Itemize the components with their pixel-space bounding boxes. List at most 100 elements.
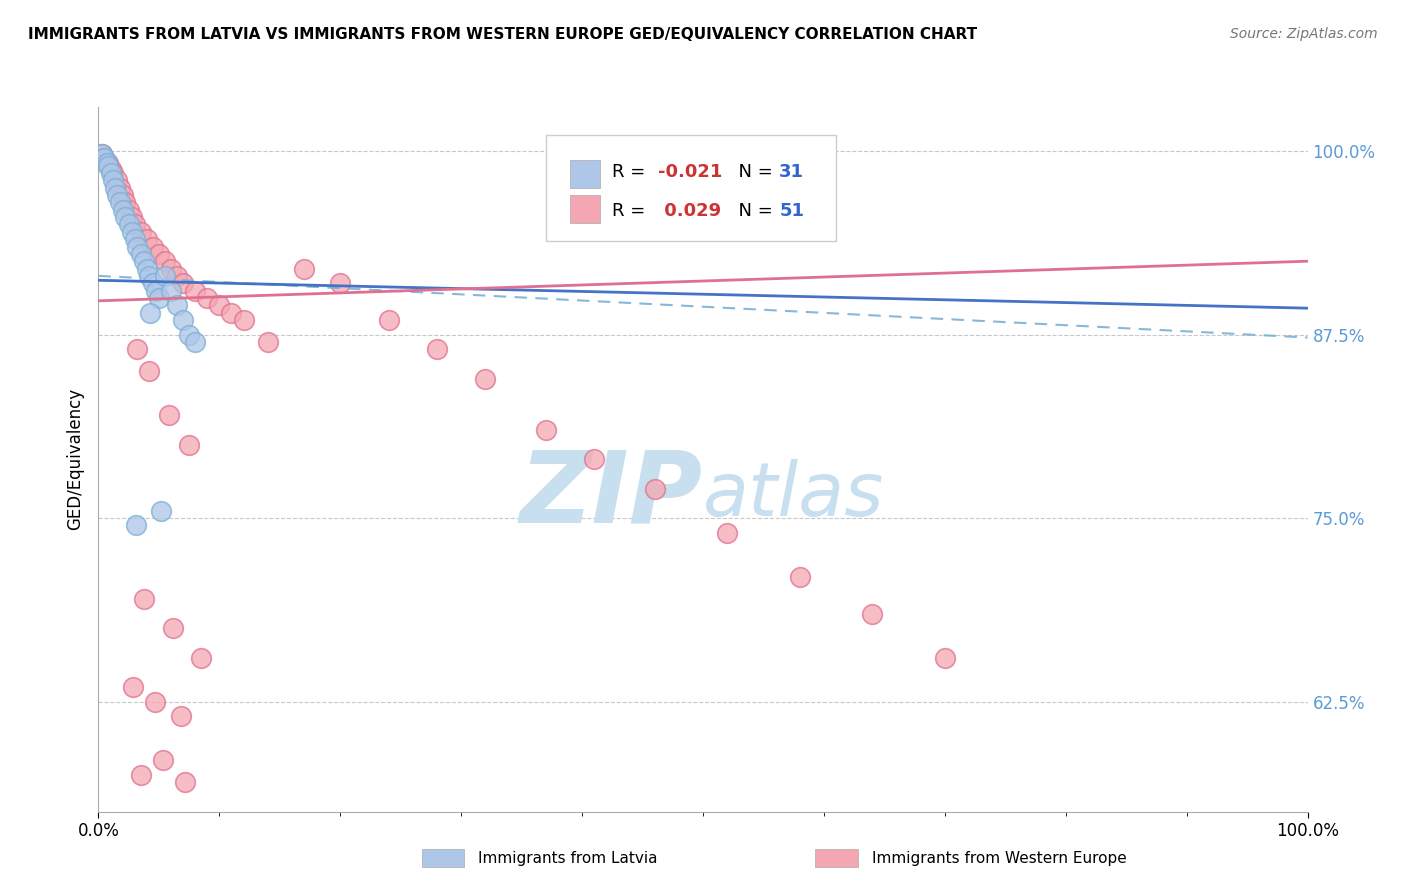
Point [101,166,124,180]
Text: 0.029: 0.029 [658,202,721,219]
Point [142,276,165,290]
Point [118,218,141,232]
Text: R =: R = [613,202,651,219]
Point [160,261,183,276]
Point [292,261,315,276]
Text: Immigrants from Western Europe: Immigrants from Western Europe [872,851,1126,865]
Point [172,276,194,290]
Point [179,438,201,452]
Point [121,225,143,239]
Point [426,343,449,357]
Point [121,210,143,224]
Point [152,753,174,767]
Point [166,268,188,283]
Point [166,298,188,312]
Point [195,291,218,305]
Text: R =: R = [613,163,651,181]
Point [644,482,666,496]
Point [142,239,165,253]
Point [150,504,173,518]
Point [145,284,167,298]
Point [96,156,118,170]
Text: atlas: atlas [703,458,884,531]
Point [101,173,124,187]
Point [93,152,115,166]
Point [135,261,157,276]
Point [184,284,207,298]
Point [93,152,115,166]
Point [108,195,131,210]
Point [169,709,191,723]
Text: N =: N = [727,163,779,181]
Point [100,166,122,180]
Point [789,570,811,584]
Point [125,518,148,533]
Point [91,147,114,161]
Text: ZIP: ZIP [520,446,703,543]
Y-axis label: GED/Equivalency: GED/Equivalency [66,388,84,531]
Point [160,284,183,298]
Point [124,232,146,246]
Point [127,239,149,253]
Text: 51: 51 [779,202,804,219]
Point [127,343,149,357]
FancyBboxPatch shape [546,136,837,241]
Point [129,768,152,782]
Point [534,423,557,437]
Point [148,291,170,305]
Point [129,225,152,239]
Point [143,695,166,709]
Point [172,313,194,327]
Point [97,159,120,173]
Point [114,195,136,210]
Text: Immigrants from Latvia: Immigrants from Latvia [478,851,658,865]
Point [716,525,738,540]
Point [138,268,160,283]
Point [190,650,212,665]
Point [474,371,496,385]
FancyBboxPatch shape [569,195,600,223]
Point [153,268,176,283]
Point [105,173,128,187]
Point [329,276,352,290]
Point [139,305,162,319]
Point [104,181,127,195]
Point [208,298,231,312]
Point [134,591,156,606]
Text: N =: N = [727,202,779,219]
Point [105,188,128,202]
Point [114,210,136,224]
Point [118,202,141,217]
Point [111,188,134,202]
Point [97,156,120,170]
Point [148,247,170,261]
Point [934,650,956,665]
Text: IMMIGRANTS FROM LATVIA VS IMMIGRANTS FROM WESTERN EUROPE GED/EQUIVALENCY CORRELA: IMMIGRANTS FROM LATVIA VS IMMIGRANTS FRO… [28,27,977,42]
Point [100,161,122,176]
Point [256,334,278,349]
Text: -0.021: -0.021 [658,163,723,181]
Point [162,621,184,635]
Point [122,680,145,694]
Point [583,452,606,467]
Text: 31: 31 [779,163,804,181]
Point [124,218,146,232]
Point [153,254,176,268]
Point [129,247,152,261]
Point [108,181,131,195]
Point [221,305,243,319]
Point [157,409,180,423]
Point [179,327,201,342]
Point [134,254,156,268]
Point [135,232,157,246]
Point [111,202,134,217]
Point [232,313,254,327]
Point [91,147,114,161]
Text: Source: ZipAtlas.com: Source: ZipAtlas.com [1230,27,1378,41]
Point [377,313,399,327]
Point [860,607,883,621]
Point [174,775,197,789]
Point [138,364,160,378]
FancyBboxPatch shape [569,160,600,188]
Point [184,334,207,349]
